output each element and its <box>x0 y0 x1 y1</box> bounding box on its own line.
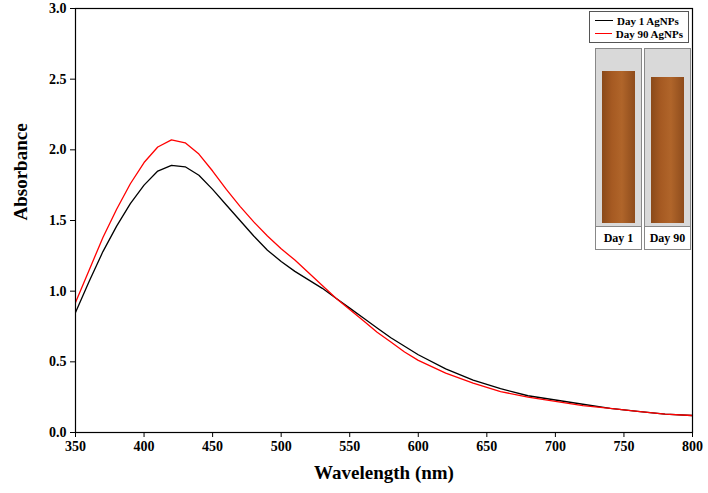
svg-text:600: 600 <box>408 439 429 454</box>
svg-text:1.5: 1.5 <box>49 213 67 228</box>
html-text:Day 90: Day 90 <box>649 231 686 245</box>
svg-text:1.0: 1.0 <box>49 284 67 299</box>
svg-text:650: 650 <box>476 439 497 454</box>
svg-text:2.0: 2.0 <box>49 142 67 157</box>
svg-text:Absorbance: Absorbance <box>10 123 31 220</box>
svg-text:450: 450 <box>202 439 223 454</box>
html-text:Day 1 AgNPs: Day 1 AgNPs <box>617 14 679 27</box>
svg-text:2.5: 2.5 <box>49 72 67 87</box>
svg-text:550: 550 <box>339 439 360 454</box>
html-text:Day 90 AgNPs: Day 90 AgNPs <box>615 27 683 40</box>
svg-text:350: 350 <box>65 439 86 454</box>
svg-text:3.0: 3.0 <box>49 1 67 16</box>
svg-text:400: 400 <box>134 439 155 454</box>
html-text:Day 1: Day 1 <box>603 231 634 245</box>
svg-text:0.5: 0.5 <box>49 354 67 369</box>
svg-text:Wavelength (nm): Wavelength (nm) <box>314 462 454 484</box>
svg-text:800: 800 <box>682 439 703 454</box>
svg-text:0.0: 0.0 <box>49 425 67 440</box>
svg-text:700: 700 <box>545 439 566 454</box>
svg-text:750: 750 <box>613 439 634 454</box>
svg-text:500: 500 <box>271 439 292 454</box>
